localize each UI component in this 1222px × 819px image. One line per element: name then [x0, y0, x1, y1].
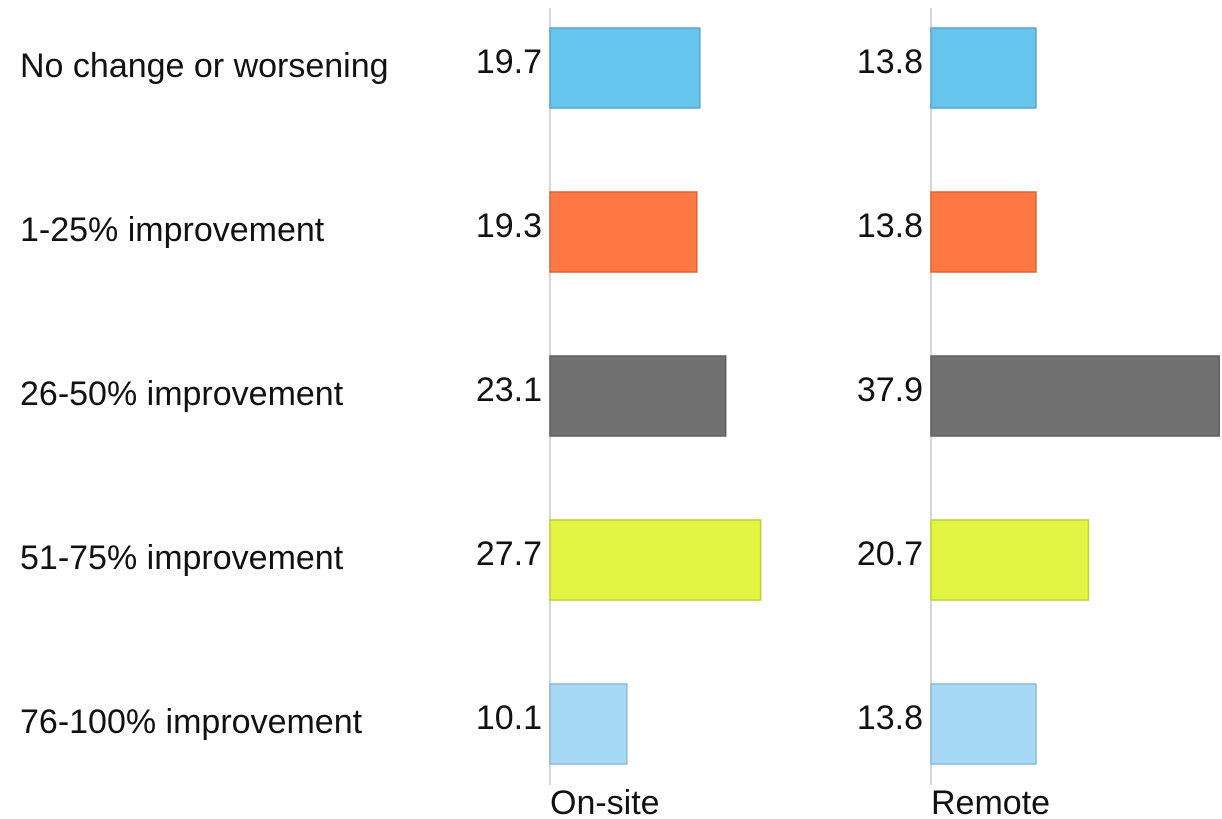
value-label: 23.1 — [476, 371, 542, 409]
value-label: 19.3 — [476, 207, 542, 245]
bar — [930, 27, 1037, 109]
category-label: 26-50% improvement — [20, 375, 344, 413]
panel-label: Remote — [931, 784, 1050, 819]
value-label: 27.7 — [476, 535, 542, 573]
category-label: 51-75% improvement — [20, 539, 344, 577]
bar — [549, 355, 727, 437]
bar — [930, 191, 1037, 273]
value-label: 13.8 — [857, 43, 923, 81]
value-label: 10.1 — [476, 699, 542, 737]
value-label: 20.7 — [857, 535, 923, 573]
bar — [549, 27, 701, 109]
category-label: 1-25% improvement — [20, 211, 325, 249]
bar — [549, 683, 628, 765]
bar — [549, 191, 698, 273]
panel-label: On-site — [550, 784, 660, 819]
value-label: 13.8 — [857, 207, 923, 245]
bar — [930, 683, 1037, 765]
value-label: 19.7 — [476, 43, 542, 81]
category-label: No change or worsening — [20, 47, 389, 85]
bar — [930, 519, 1090, 601]
category-label: 76-100% improvement — [20, 703, 363, 741]
bar — [930, 355, 1220, 437]
value-label: 13.8 — [857, 699, 923, 737]
value-label: 37.9 — [857, 371, 923, 409]
bar — [549, 519, 762, 601]
